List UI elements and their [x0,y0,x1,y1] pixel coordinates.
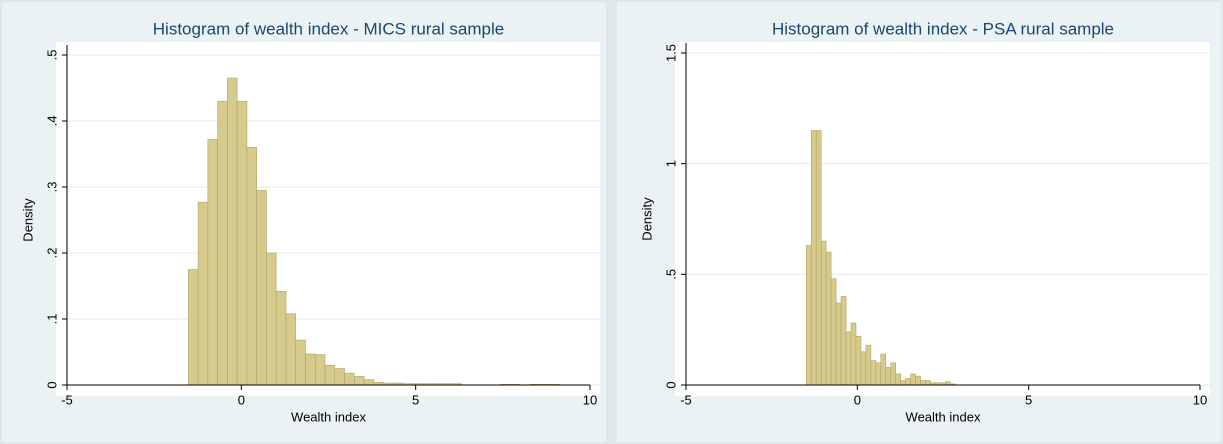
x-tick-label: 10 [1193,392,1207,407]
bar [865,344,872,386]
bar [920,380,926,386]
bar [890,362,897,386]
x-tick-label: -5 [61,392,73,407]
bar [324,364,336,386]
bar [925,380,931,386]
bar [840,296,847,386]
x-tick-label: 0 [238,392,245,407]
bar [305,353,316,386]
bar [900,380,906,386]
chart-title: Histogram of wealth index - PSA rural sa… [772,19,1114,38]
bar [227,77,238,386]
y-tick-label: .1 [44,314,59,325]
bar [354,376,365,386]
bar [895,373,901,386]
x-axis-label: Wealth index [291,409,366,424]
bar [197,201,209,386]
bar [820,240,827,386]
plot-area [675,42,1210,396]
bar [825,251,832,386]
bar [875,362,882,386]
bar [344,372,355,386]
y-tick-label: .2 [44,248,59,259]
bar [266,252,277,386]
x-axis-label: Wealth index [906,409,981,424]
bar [334,368,345,386]
x-tick-label: 10 [583,392,597,407]
bar [885,366,892,386]
bar [295,339,306,386]
y-tick-label: 0 [44,381,59,388]
bar [207,139,218,386]
bar [285,313,297,386]
bar [905,378,911,386]
y-tick-label: .5 [44,50,59,61]
bar [815,130,822,386]
chart-title: Histogram of wealth index - MICS rural s… [153,19,504,38]
bar [835,302,842,386]
bar [275,290,287,386]
x-tick-label: 0 [854,392,861,407]
y-tick-label: .5 [663,269,678,280]
x-tick-label: 5 [1025,392,1032,407]
plot-area [56,42,600,396]
y-tick-label: 0 [663,381,678,388]
bar [855,336,862,386]
bar [256,190,267,386]
y-tick-label: .4 [44,116,59,127]
bar [246,147,257,386]
bar [363,379,375,386]
y-tick-label: 1.5 [663,44,678,62]
bar [188,269,199,386]
bar [217,100,228,386]
y-axis-label: Density [20,198,35,242]
bar [236,100,248,386]
bar [845,331,852,386]
y-tick-label: 1 [663,160,678,167]
bar [860,351,867,386]
bar [314,354,326,386]
bar [850,322,857,386]
bar [915,375,921,386]
y-tick-label: .3 [44,182,59,193]
bar [880,353,887,386]
bar [830,278,837,386]
bar [870,360,877,386]
bar [805,245,812,386]
bar [810,130,817,386]
x-tick-label: -5 [680,392,692,407]
x-tick-label: 5 [412,392,419,407]
y-axis-label: Density [639,197,654,241]
bar [910,373,916,386]
